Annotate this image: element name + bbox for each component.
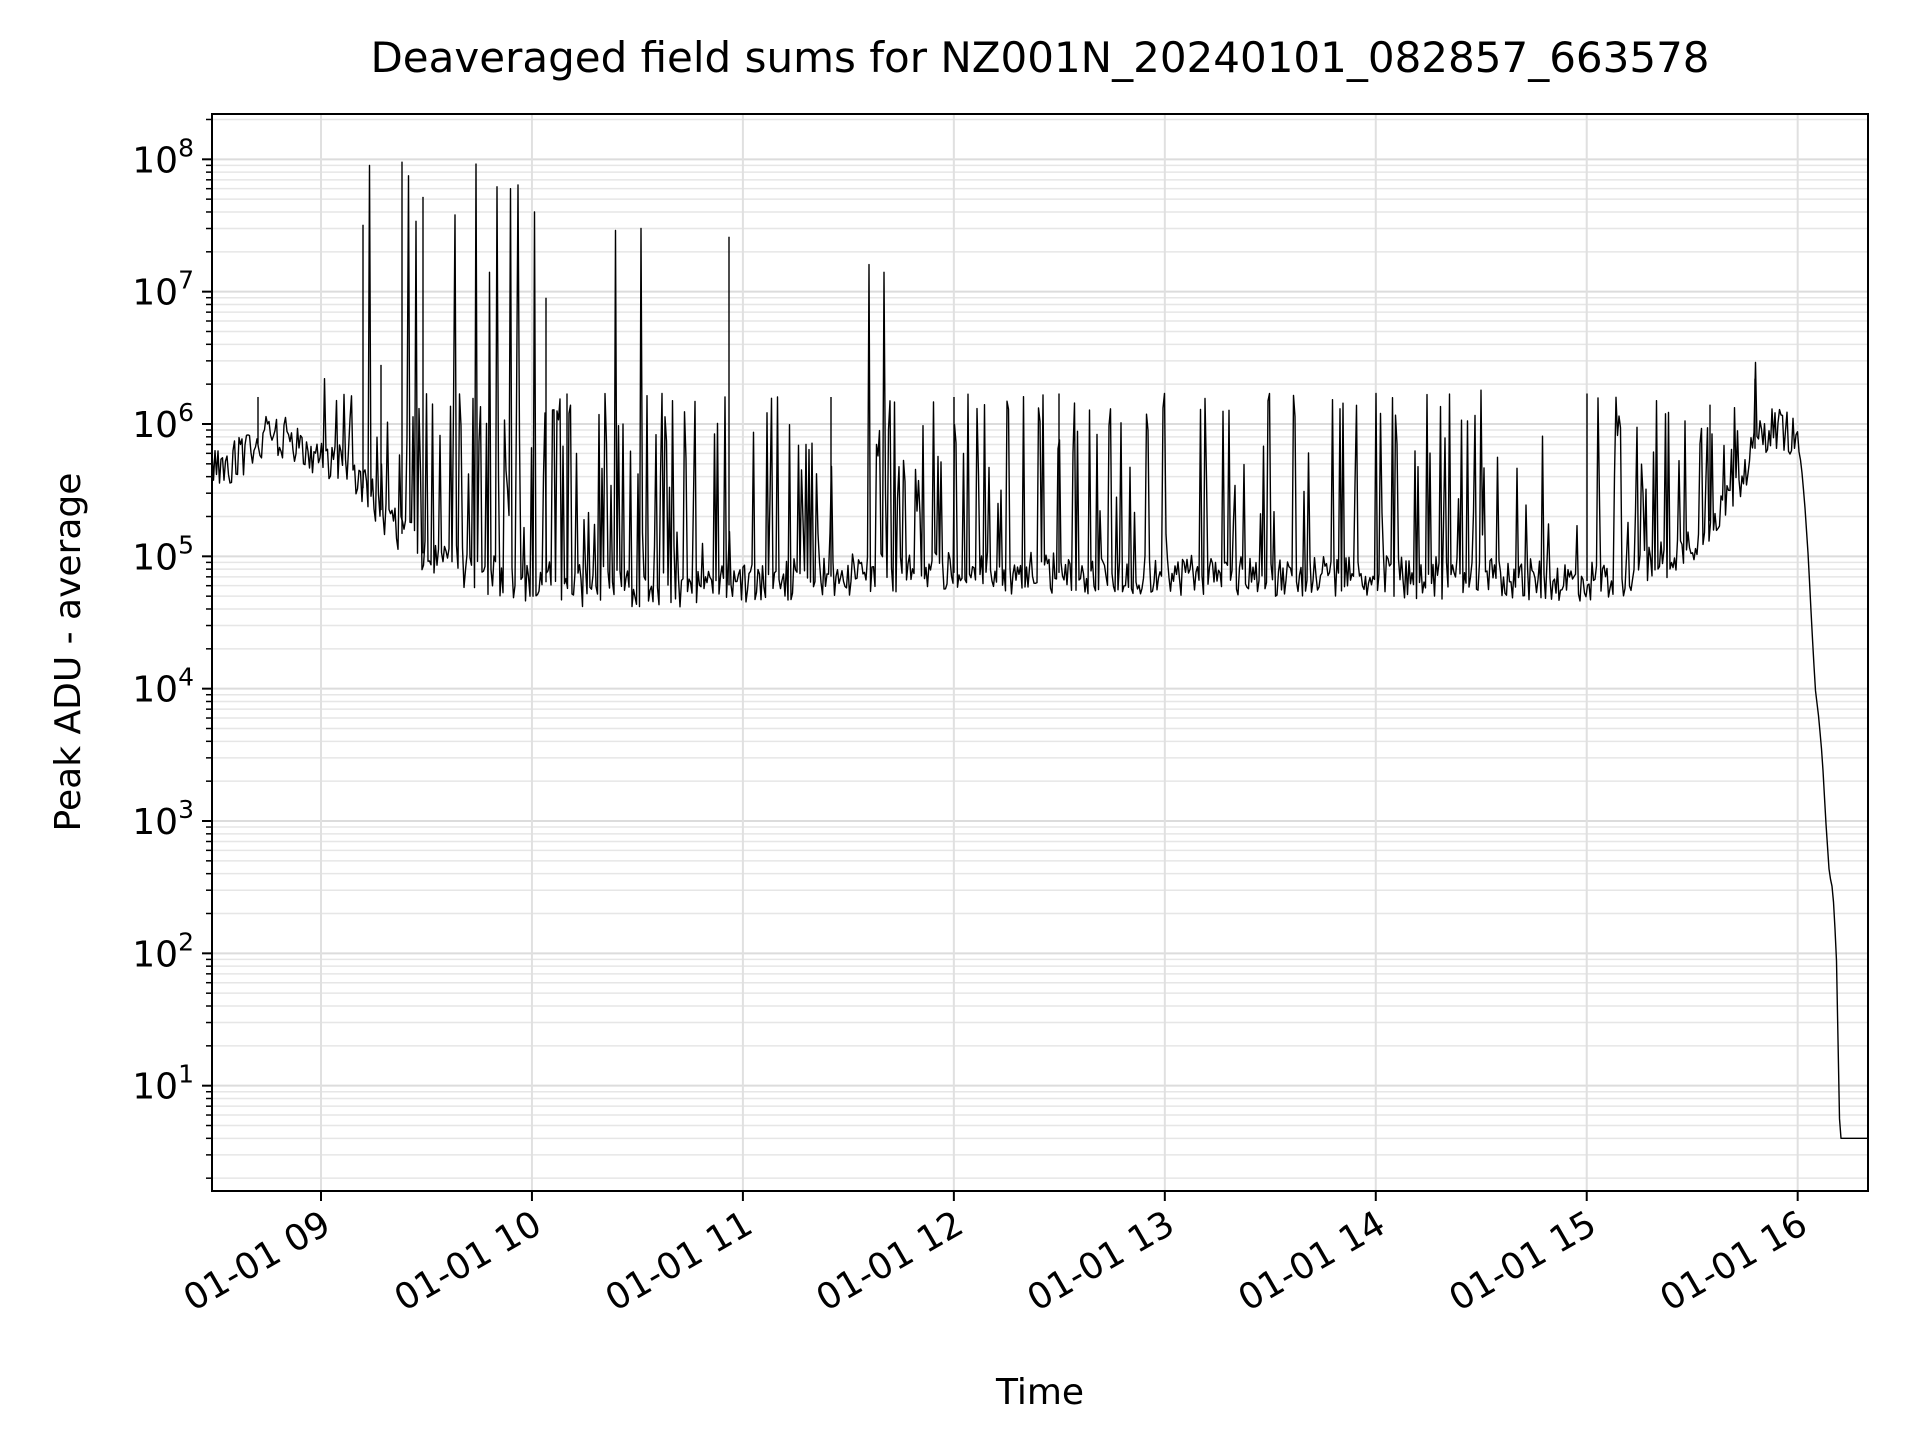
series-line	[211, 163, 1868, 1139]
y-axis-label: Peak ADU - average	[48, 473, 89, 832]
y-axis-ticks: 101 102 103 104 105 106 107 108	[132, 118, 212, 1179]
y-tick-label: 102	[132, 927, 194, 975]
y-tick-label: 108	[132, 133, 194, 181]
y-tick-label: 101	[132, 1060, 194, 1108]
x-axis-label: Time	[995, 1372, 1084, 1413]
plot-frame	[211, 113, 1869, 1192]
y-tick-label: 103	[132, 795, 194, 843]
chart-title: Deaveraged field sums for NZ001N_2024010…	[370, 33, 1709, 82]
grid-lines	[212, 114, 1868, 1191]
data-series	[211, 161, 1868, 1139]
y-tick-label: 106	[132, 398, 194, 446]
y-tick-label: 104	[132, 663, 194, 711]
y-tick-label: 105	[132, 530, 194, 578]
y-tick-label: 107	[132, 266, 194, 314]
